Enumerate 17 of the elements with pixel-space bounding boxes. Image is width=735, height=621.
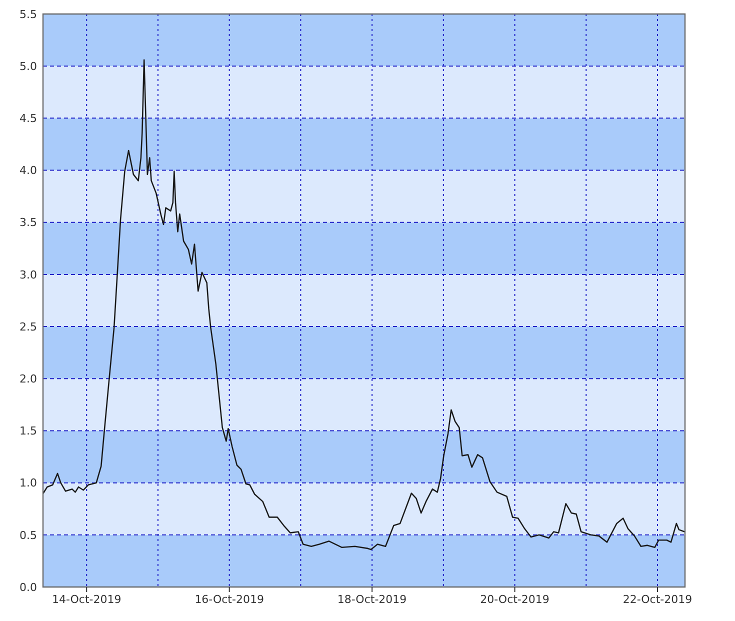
y-tick-label: 4.0: [20, 164, 37, 178]
y-tick-label: 0.5: [20, 528, 37, 542]
y-tick-label: 3.5: [20, 216, 37, 230]
y-tick-label: 4.5: [20, 112, 37, 126]
y-tick-label: 3.0: [20, 268, 37, 282]
y-tick-label: 2.0: [20, 372, 37, 386]
y-tick-label: 0.0: [20, 580, 37, 594]
x-tick-label: 14-Oct-2019: [52, 593, 122, 606]
y-tick-label: 5.0: [20, 60, 37, 73]
y-tick-label: 1.5: [20, 424, 37, 438]
y-tick-label: 5.5: [20, 8, 37, 21]
x-tick-label: 18-Oct-2019: [337, 593, 407, 606]
x-tick-label: 22-Oct-2019: [622, 593, 692, 606]
y-tick-label: 2.5: [20, 320, 37, 334]
x-tick-label: 20-Oct-2019: [480, 593, 550, 606]
x-tick-label: 16-Oct-2019: [194, 593, 264, 606]
y-tick-label: 1.0: [20, 476, 37, 490]
